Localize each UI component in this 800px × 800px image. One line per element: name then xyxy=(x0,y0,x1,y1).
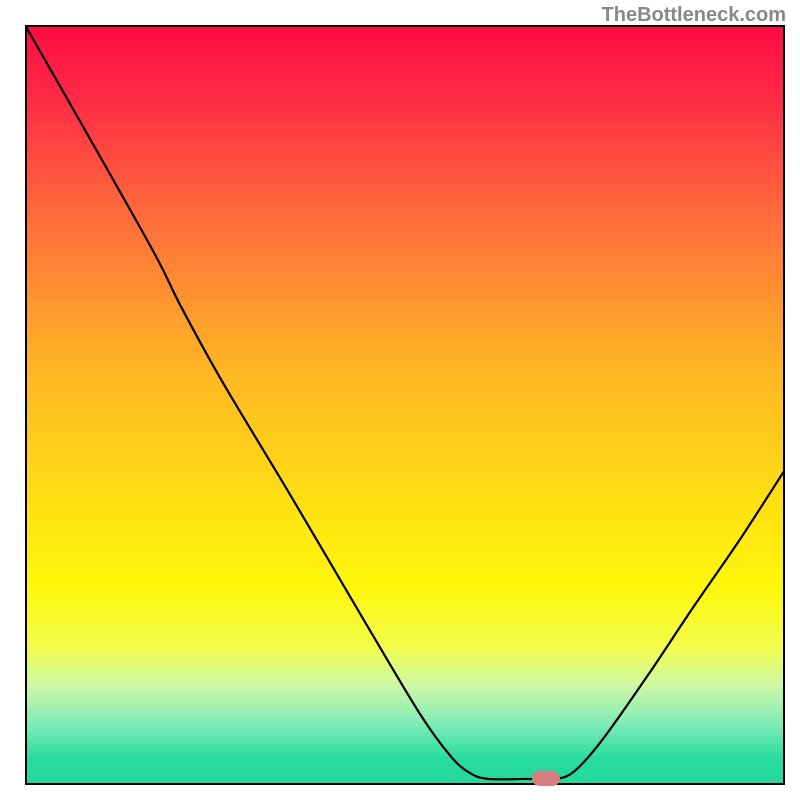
chart-line xyxy=(25,25,785,785)
optimal-point-marker xyxy=(532,771,560,786)
watermark-text: TheBottleneck.com xyxy=(602,4,786,27)
bottleneck-chart xyxy=(25,25,785,785)
